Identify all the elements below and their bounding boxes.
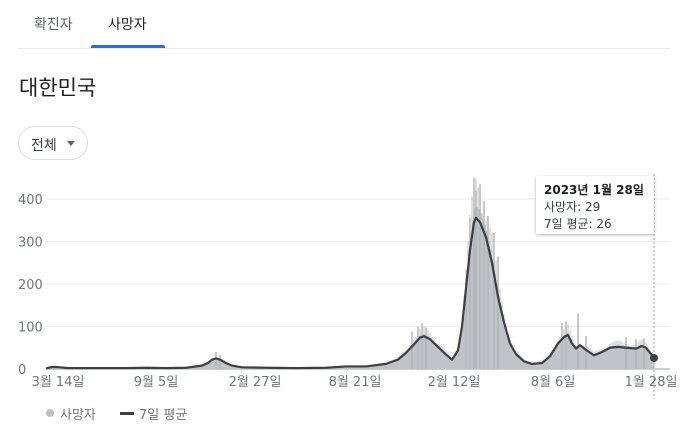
caret-down-icon xyxy=(67,141,75,146)
tooltip-date: 2023년 1월 28일 xyxy=(544,183,644,197)
tab-bar: 확진자 사망자 xyxy=(18,0,670,49)
active-tab-indicator xyxy=(91,45,165,48)
legend-average-label: 7일 평균 xyxy=(139,408,188,423)
x-tick-label: 2월 12일 xyxy=(428,375,481,390)
x-tick-label: 2월 27일 xyxy=(229,375,282,390)
tooltip-average: 7일 평균: 26 xyxy=(544,217,612,231)
legend-deaths-dot-icon xyxy=(46,409,54,417)
y-tick-label: 0 xyxy=(18,363,26,378)
region-title: 대한민국 xyxy=(19,76,97,100)
x-tick-label: 9월 5일 xyxy=(134,375,179,390)
y-tick-label: 300 xyxy=(18,236,43,251)
deaths-chart: 400 300 200 100 0 3월 14일 9월 5일 2월 27일 8월 21일 2월 1… xyxy=(18,174,678,399)
chart-tooltip: 2023년 1월 28일 사망자: 29 7일 평균: 26 xyxy=(536,176,654,234)
x-tick-label: 8월 21일 xyxy=(329,375,382,390)
tab-cases[interactable]: 확진자 xyxy=(34,17,73,33)
x-tick-label: 8월 6일 xyxy=(531,375,576,390)
y-tick-label: 100 xyxy=(18,321,43,336)
x-tick-label: 3월 14일 xyxy=(32,375,85,390)
y-tick-label: 400 xyxy=(18,193,43,208)
filter-selected-label: 전체 xyxy=(31,138,57,154)
tab-deaths[interactable]: 사망자 xyxy=(108,17,147,33)
region-filter-dropdown[interactable]: 전체 xyxy=(18,126,88,160)
legend-deaths-label: 사망자 xyxy=(60,408,96,423)
legend-average-line-icon xyxy=(120,412,134,415)
seven-day-average-line xyxy=(45,216,655,370)
tooltip-deaths: 사망자: 29 xyxy=(544,200,601,214)
y-tick-label: 200 xyxy=(18,278,43,293)
hover-point-marker xyxy=(650,353,658,362)
x-tick-label: 1월 28일 xyxy=(625,375,678,390)
